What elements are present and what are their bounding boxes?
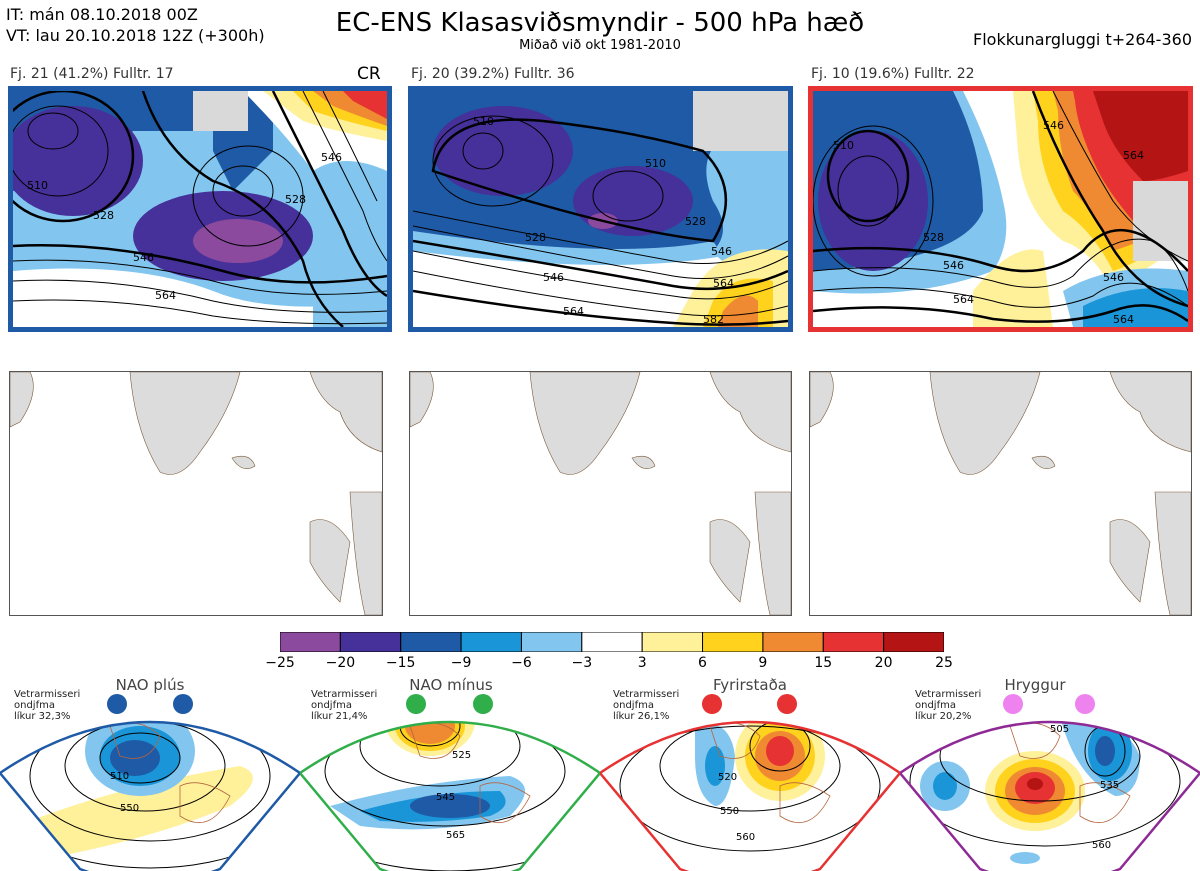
regime-4-map: 505 535 560 — [900, 720, 1200, 871]
cluster-1-label: Fj. 21 (41.2%) Fulltr. 17 — [10, 66, 174, 82]
run-info: IT: mán 08.10.2018 00Z VT: lau 20.10.201… — [6, 4, 265, 46]
regime-1-note: Vetrarmisseri ondjfma líkur 32,3% — [14, 689, 81, 722]
regime-2-contour-label: 545 — [436, 792, 455, 803]
colorbar-cell — [339, 632, 402, 652]
colorbar-tick-label: 9 — [758, 655, 768, 671]
colorbar-tick-label: 20 — [874, 655, 893, 671]
regime-2-contour-label: 525 — [452, 750, 471, 761]
colorbar-cell — [280, 632, 341, 652]
colorbar-cell — [641, 632, 704, 652]
regime-2-dot-left — [406, 694, 426, 714]
regime-4-dot-right — [1075, 694, 1095, 714]
colorbar-cell — [460, 632, 522, 652]
regime-4-note: Vetrarmisseri ondjfma líkur 20,2% — [915, 689, 982, 722]
cluster-2-contour-label: 546 — [543, 271, 564, 284]
colorbar-tick-label: 15 — [814, 655, 833, 671]
regime-1-dot-right — [173, 694, 193, 714]
cluster-2-contour-label: 582 — [703, 313, 724, 326]
regime-1-contour-label: 510 — [110, 771, 129, 782]
cluster-1-contour-label: 564 — [155, 289, 176, 302]
regime-2-map: 525 545 565 — [300, 720, 600, 871]
regime-4-dot-left — [1003, 694, 1023, 714]
colorbar-cell — [762, 632, 824, 652]
regime-1-map: 510 550 — [0, 720, 300, 871]
colorbar-tick-label: 6 — [698, 655, 707, 671]
classification-window: Flokkunargluggi t+264-360 — [973, 30, 1192, 49]
colorbar-tick-label: 3 — [637, 655, 647, 671]
page-subtitle: Miðað við okt 1981-2010 — [519, 38, 681, 53]
regime-2-title: NAO mínus — [409, 676, 493, 694]
cluster-3-contour-label: 546 — [1103, 271, 1124, 284]
regime-3-dot-left — [702, 694, 722, 714]
regime-4-contour-label: 560 — [1092, 840, 1111, 851]
colorbar-cell — [702, 632, 764, 652]
colorbar-tick-label: −15 — [385, 655, 416, 671]
colorbar-tick-label: −6 — [511, 655, 532, 671]
colorbar-tick-label: −20 — [325, 655, 356, 671]
cluster-2-contour-label: 528 — [525, 231, 546, 244]
cluster-2-contour-label: 564 — [563, 305, 584, 318]
cluster-2-contour-label: 546 — [711, 245, 732, 258]
cluster-3-label: Fj. 10 (19.6%) Fulltr. 22 — [811, 66, 975, 82]
cluster-1-contour-label: 546 — [321, 151, 342, 164]
colorbar-cell — [581, 632, 643, 652]
regime-3-contour-label: 550 — [720, 806, 739, 817]
colorbar-cell — [822, 632, 885, 652]
cluster-2-label: Fj. 20 (39.2%) Fulltr. 36 — [411, 66, 575, 82]
colorbar-tick-label: 25 — [935, 655, 953, 671]
colorbar-tick-label: −25 — [265, 655, 295, 671]
cluster-3-contour-label: 546 — [943, 259, 964, 272]
cluster-2-map: 510 510 528 546 564 528 546 564 582 — [408, 86, 793, 332]
cluster-3-map: 510 528 546 564 546 564 546 564 — [808, 86, 1193, 332]
regime-3-contour-label: 520 — [718, 772, 737, 783]
valid-time: VT: lau 20.10.2018 12Z (+300h) — [6, 26, 265, 45]
cluster-3-contour-label: 564 — [1123, 149, 1144, 162]
cluster-3-contour-label: 564 — [1113, 313, 1134, 326]
cluster-1-contour-label: 528 — [93, 209, 114, 222]
cluster-1-map: 510 528 546 564 528 546 — [8, 86, 392, 332]
cluster-1-tag: CR — [357, 64, 381, 84]
lower-map-2 — [409, 371, 792, 616]
regime-4-contour-label: 535 — [1100, 780, 1119, 791]
cluster-2-contour-label: 564 — [713, 277, 734, 290]
colorbar-cell — [520, 632, 583, 652]
regime-3-note: Vetrarmisseri ondjfma líkur 26,1% — [613, 689, 680, 722]
lower-map-1 — [9, 371, 383, 616]
regime-2-contour-label: 565 — [446, 830, 465, 841]
cluster-3-contour-label: 528 — [923, 231, 944, 244]
regime-3-title: Fyrirstaða — [713, 676, 787, 694]
colorbar-tick-label: −3 — [571, 655, 593, 671]
regime-1-dot-left — [107, 694, 127, 714]
cluster-1-contour-label: 528 — [285, 193, 306, 206]
regime-3-contour-label: 560 — [736, 832, 755, 843]
cluster-2-contour-label: 528 — [685, 215, 706, 228]
cluster-3-contour-label: 564 — [953, 293, 974, 306]
colorbar — [280, 632, 944, 652]
cluster-3-contour-label: 510 — [833, 139, 854, 152]
page-title: EC-ENS Klasasviðsmyndir - 500 hPa hæð — [335, 8, 865, 38]
regime-1-title: NAO plús — [115, 676, 185, 694]
regime-3-dot-right — [777, 694, 797, 714]
colorbar-cell — [400, 632, 462, 652]
cluster-1-contour-label: 546 — [133, 251, 154, 264]
colorbar-tick-label: −9 — [450, 655, 472, 671]
initial-time: IT: mán 08.10.2018 00Z — [6, 5, 198, 24]
regime-4-contour-label: 505 — [1050, 724, 1069, 735]
regime-2-dot-right — [473, 694, 493, 714]
cluster-2-contour-label: 510 — [645, 157, 666, 170]
cluster-1-contour-label: 510 — [27, 179, 48, 192]
lower-map-3 — [809, 371, 1192, 616]
regime-2-note: Vetrarmisseri ondjfma líkur 21,4% — [311, 689, 378, 722]
regime-3-map: 520 550 560 — [600, 720, 900, 871]
regime-4-title: Hryggur — [1004, 676, 1066, 694]
regime-row: Vetrarmisseri ondjfma líkur 32,3% NAO pl… — [0, 676, 1200, 871]
colorbar-cell — [883, 632, 944, 652]
regime-1-contour-label: 550 — [120, 803, 139, 814]
cluster-2-contour-label: 510 — [473, 115, 494, 128]
cluster-3-contour-label: 546 — [1043, 119, 1064, 132]
